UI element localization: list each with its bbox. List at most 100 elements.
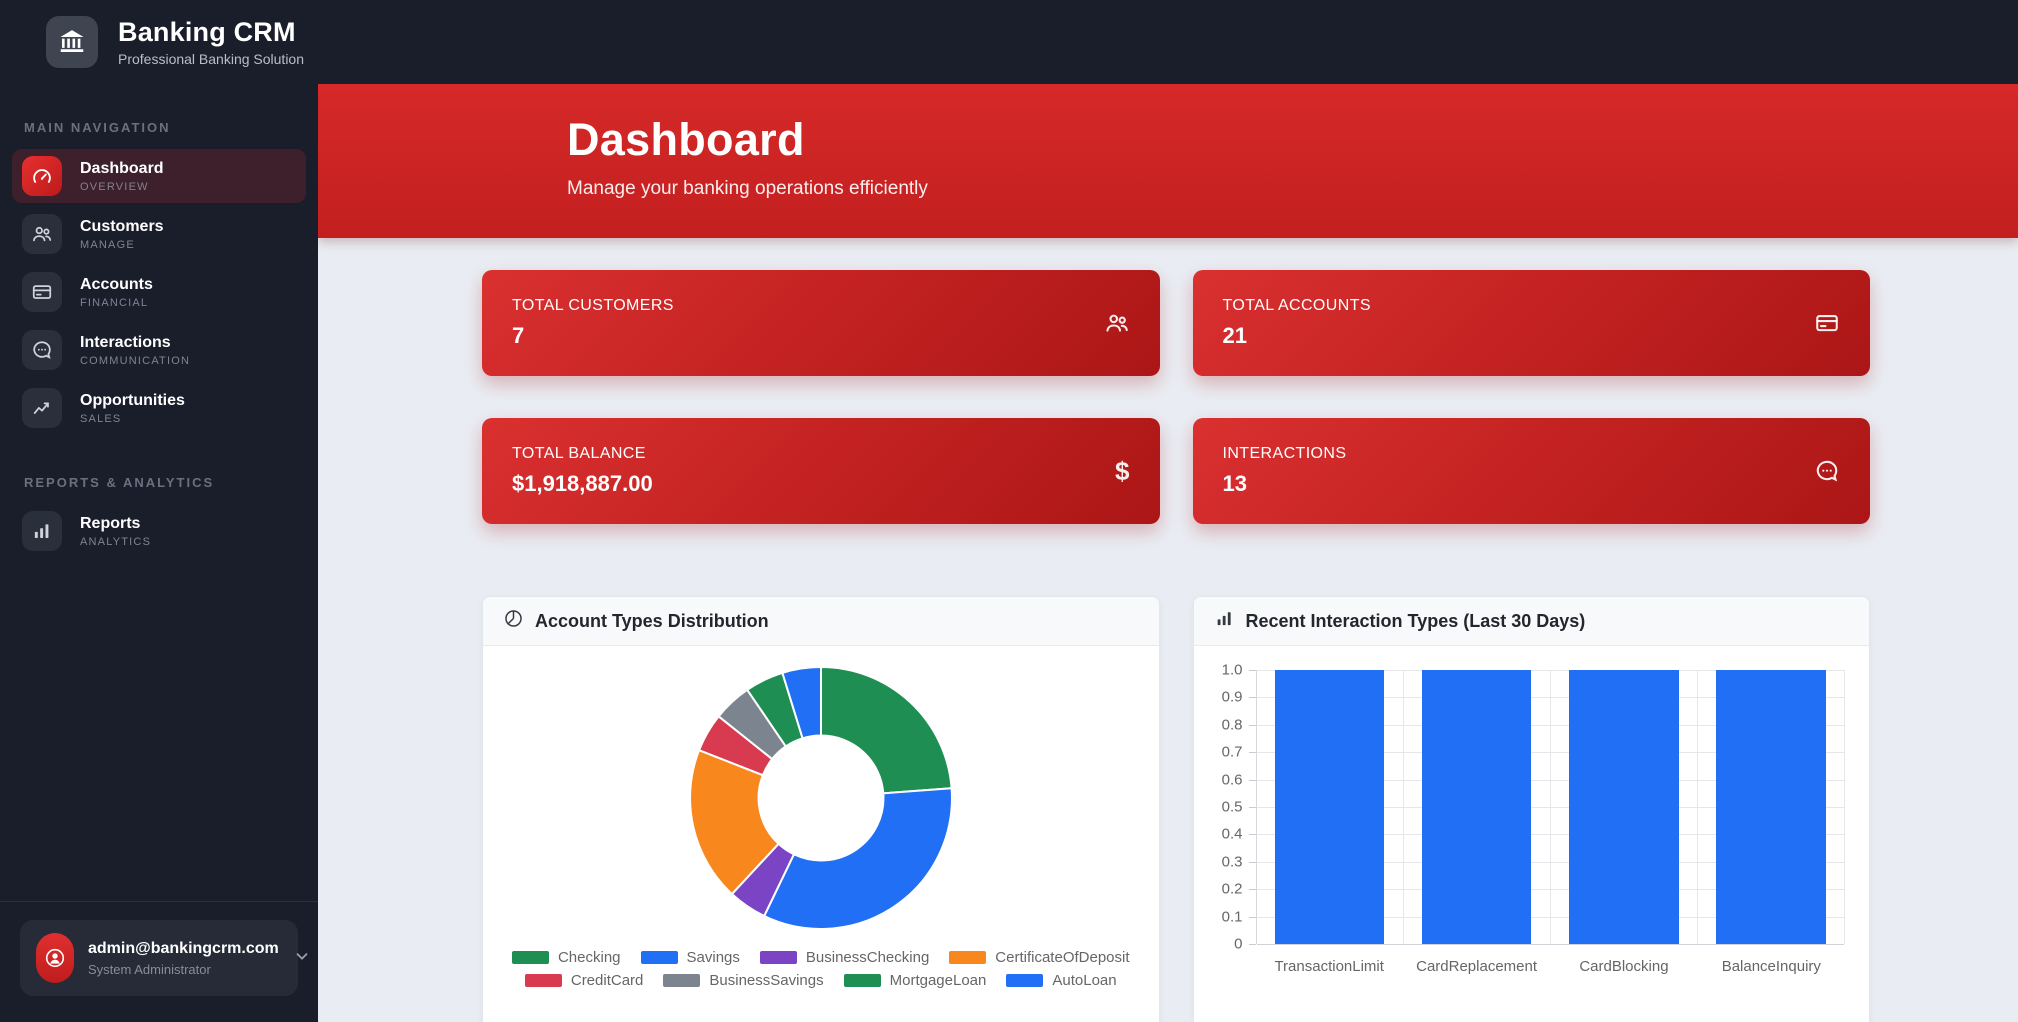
bar-BalanceInquiry — [1716, 670, 1826, 944]
legend-item-CreditCard[interactable]: CreditCard — [524, 972, 643, 989]
account-types-card: Account Types Distribution Checking Savin… — [482, 596, 1160, 1022]
donut-slice-Checking — [819, 666, 953, 795]
legend-item-MortgageLoan[interactable]: MortgageLoan — [843, 972, 986, 989]
nav-item-subtitle: MANAGE — [80, 238, 135, 251]
nav-section-label: MAIN NAVIGATION — [24, 120, 171, 135]
stat-value: $1,918,887.00 — [512, 471, 653, 496]
trend-icon — [22, 388, 62, 428]
brand-name: Banking CRM — [118, 17, 296, 47]
users-icon — [22, 214, 62, 254]
chat-icon — [1814, 458, 1840, 484]
page-subtitle: Manage your banking operations efficient… — [567, 178, 928, 199]
chart-title: Account Types Distribution — [535, 610, 769, 631]
stat-card-total-accounts: TOTAL ACCOUNTS 21 — [1192, 270, 1870, 376]
bar-column-BalanceInquiry — [1696, 670, 1844, 944]
bar-CardReplacement — [1421, 670, 1532, 944]
bar-CardBlocking — [1569, 670, 1679, 944]
nav-item-subtitle: OVERVIEW — [80, 180, 149, 193]
content: TOTAL CUSTOMERS 7 TOTAL ACCOUNTS 21 TOTAL BA… — [318, 238, 2018, 1022]
pie-chart-icon — [503, 608, 524, 634]
legend-item-BusinessSavings[interactable]: BusinessSavings — [663, 972, 824, 989]
page-title: Dashboard — [567, 114, 805, 165]
y-tick-label: 0 — [1234, 935, 1243, 953]
y-tick-label: 0.9 — [1221, 688, 1243, 706]
y-tick-label: 0.2 — [1221, 880, 1243, 898]
donut-legend: Checking Savings BusinessChecking Certifica… — [511, 949, 1130, 989]
charts-grid: Account Types Distribution Checking Savin… — [482, 596, 1870, 1022]
y-tick-label: 0.4 — [1221, 825, 1243, 843]
nav-section: MAIN NAVIGATION Dashboard OVERVIEW Customer… — [12, 114, 306, 435]
bank-logo-icon — [46, 16, 98, 68]
page-header: Dashboard Manage your banking operations… — [318, 84, 2018, 238]
donut-slice-Savings — [762, 787, 953, 930]
account-types-header: Account Types Distribution — [483, 597, 1159, 646]
chart-title: Recent Interaction Types (Last 30 Days) — [1245, 610, 1586, 631]
credit-card-icon — [22, 272, 62, 312]
donut-chart — [685, 662, 957, 939]
y-tick-label: 0.1 — [1221, 908, 1243, 926]
nav-section: REPORTS & ANALYTICS Reports ANALYTICS — [12, 469, 306, 558]
stat-value: 13 — [1222, 471, 1247, 496]
sidebar-item-interactions[interactable]: Interactions COMMUNICATION — [12, 323, 306, 377]
stat-label: TOTAL CUSTOMERS — [512, 297, 674, 314]
legend-row: Checking Savings BusinessChecking Certifica… — [511, 949, 1130, 966]
legend-item-CertificateOfDeposit[interactable]: CertificateOfDeposit — [949, 949, 1130, 966]
stat-value: 7 — [512, 323, 525, 348]
nav-item-title: Customers — [80, 217, 164, 235]
stat-label: INTERACTIONS — [1222, 445, 1347, 462]
nav-item-title: Interactions — [80, 333, 171, 351]
nav-item-title: Accounts — [80, 275, 153, 293]
y-tick-label: 0.5 — [1221, 798, 1243, 816]
chat-icon — [22, 330, 62, 370]
bar-column-TransactionLimit — [1257, 670, 1403, 944]
nav-item-subtitle: FINANCIAL — [80, 296, 149, 309]
y-axis: 1.0 0.9 0.8 0.7 0.6 0.5 0.4 0.3 0.2 0.1 0 — [1208, 662, 1256, 953]
nav-item-subtitle: SALES — [80, 412, 122, 425]
nav-item-subtitle: ANALYTICS — [80, 535, 152, 548]
bar-column-CardReplacement — [1402, 670, 1550, 944]
y-tick-label: 0.6 — [1221, 771, 1243, 789]
main-area: Dashboard Manage your banking operations… — [318, 84, 2018, 1022]
y-tick-label: 1.0 — [1221, 661, 1243, 679]
sidebar-item-accounts[interactable]: Accounts FINANCIAL — [12, 265, 306, 319]
topbar: Banking CRM Professional Banking Solutio… — [0, 0, 2018, 84]
stat-card-total-balance: TOTAL BALANCE $1,918,887.00 $ — [482, 418, 1160, 524]
x-label-BalanceInquiry: BalanceInquiry — [1721, 958, 1821, 975]
brand-tagline: Professional Banking Solution — [118, 51, 305, 67]
sidebar-item-opportunities[interactable]: Opportunities SALES — [12, 381, 306, 435]
sidebar-item-reports[interactable]: Reports ANALYTICS — [12, 504, 306, 558]
bar-chart-icon — [1214, 608, 1235, 634]
users-icon — [1104, 310, 1130, 336]
y-tick-label: 0.3 — [1221, 853, 1243, 871]
nav-item-title: Opportunities — [80, 391, 185, 409]
sidebar-item-customers[interactable]: Customers MANAGE — [12, 207, 306, 261]
stat-value: 21 — [1222, 323, 1247, 348]
stat-card-total-customers: TOTAL CUSTOMERS 7 — [482, 270, 1160, 376]
user-avatar-icon — [36, 933, 74, 983]
y-tick-label: 0.8 — [1221, 716, 1243, 734]
x-label-CardBlocking: CardBlocking — [1579, 958, 1669, 975]
bar-chart-icon — [22, 511, 62, 551]
x-label-CardReplacement: CardReplacement — [1416, 958, 1538, 975]
nav-item-title: Reports — [80, 514, 141, 532]
bar-column-CardBlocking — [1549, 670, 1697, 944]
stat-label: TOTAL BALANCE — [512, 445, 646, 462]
legend-item-BusinessChecking[interactable]: BusinessChecking — [759, 949, 929, 966]
legend-item-AutoLoan[interactable]: AutoLoan — [1006, 972, 1117, 989]
nav-item-subtitle: COMMUNICATION — [80, 354, 191, 367]
user-email: admin@bankingcrm.com — [88, 939, 279, 957]
chevron-down-icon — [293, 947, 311, 970]
nav-section-label: REPORTS & ANALYTICS — [24, 475, 215, 490]
legend-item-Checking[interactable]: Checking — [511, 949, 621, 966]
sidebar-item-dashboard[interactable]: Dashboard OVERVIEW — [12, 149, 306, 203]
gauge-icon — [22, 156, 62, 196]
legend-item-Savings[interactable]: Savings — [640, 949, 740, 966]
bar-plot — [1255, 670, 1845, 945]
donut-slice-AutoLoan — [780, 666, 822, 740]
x-label-TransactionLimit: TransactionLimit — [1274, 958, 1384, 975]
interaction-types-header: Recent Interaction Types (Last 30 Days) — [1193, 597, 1869, 646]
donut-slice-CertificateOfDeposit — [688, 748, 780, 896]
y-tick-label: 0.7 — [1221, 743, 1243, 761]
user-role: System Administrator — [88, 961, 211, 977]
user-menu[interactable]: admin@bankingcrm.com System Administrato… — [20, 920, 308, 996]
